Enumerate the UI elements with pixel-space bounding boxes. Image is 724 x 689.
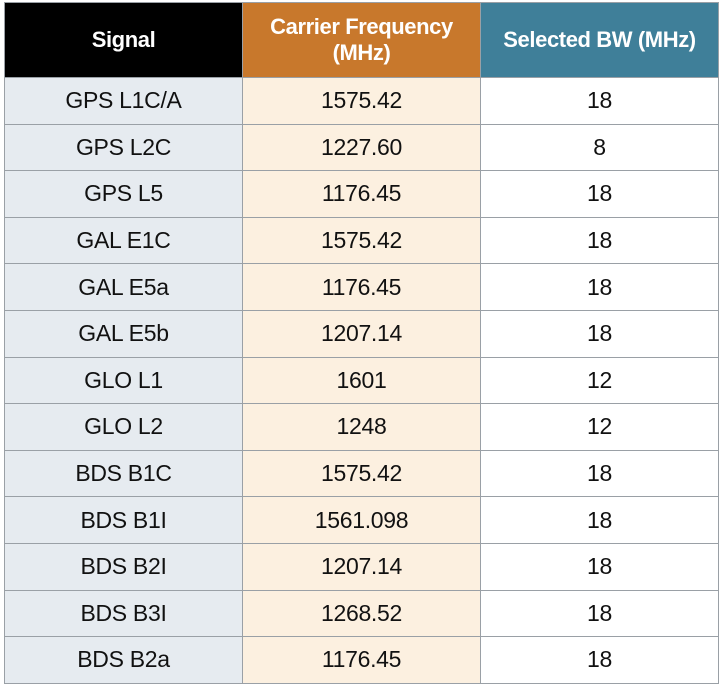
column-header: Signal <box>4 2 243 78</box>
table-row: GAL E5a 1176.45 18 <box>4 263 719 311</box>
table-cell: 18 <box>480 216 719 265</box>
table-row: BDS B1I 1561.098 18 <box>4 496 719 544</box>
table-cell: BDS B1I <box>4 496 243 544</box>
table-cell: 1575.42 <box>242 77 481 125</box>
table-cell: 1268.52 <box>242 589 481 638</box>
table-cell: 18 <box>480 309 719 358</box>
table-cell: GPS L1C/A <box>4 77 243 125</box>
table-cell: 12 <box>480 356 719 405</box>
table-cell: 18 <box>480 589 719 638</box>
table-row: BDS B3I 1268.52 18 <box>4 589 719 638</box>
table-body: GPS L1C/A 1575.42 18 GPS L2C 1227.60 8 GPS L5 1… <box>4 77 719 684</box>
table-cell: BDS B2a <box>4 636 243 684</box>
table-cell: BDS B3I <box>4 589 243 638</box>
table-cell: GLO L2 <box>4 403 243 451</box>
table-row: GPS L1C/A 1575.42 18 <box>4 77 719 125</box>
table-cell: 1248 <box>242 403 481 451</box>
table-cell: 18 <box>480 170 719 218</box>
table-row: GPS L2C 1227.60 8 <box>4 123 719 172</box>
table-cell: GLO L1 <box>4 356 243 405</box>
table-cell: 1575.42 <box>242 449 481 498</box>
header-row: Signal Carrier Frequency (MHz) Selected BW… <box>4 2 719 78</box>
table-row: BDS B1C 1575.42 18 <box>4 449 719 498</box>
table-row: BDS B2I 1207.14 18 <box>4 542 719 591</box>
table-cell: GAL E5a <box>4 263 243 311</box>
table-cell: 18 <box>480 542 719 591</box>
table-cell: 18 <box>480 77 719 125</box>
table-cell: BDS B1C <box>4 449 243 498</box>
table-cell: 12 <box>480 403 719 451</box>
table-row: GPS L5 1176.45 18 <box>4 170 719 218</box>
column-header: Selected BW (MHz) <box>480 2 719 78</box>
table-cell: 1207.14 <box>242 309 481 358</box>
table-cell: 1207.14 <box>242 542 481 591</box>
table-cell: 18 <box>480 449 719 498</box>
table-cell: 18 <box>480 636 719 684</box>
table-cell: GPS L5 <box>4 170 243 218</box>
table-container: Signal Carrier Frequency (MHz) Selected BW… <box>4 2 719 684</box>
table-cell: 1176.45 <box>242 263 481 311</box>
table-row: GLO L2 1248 12 <box>4 403 719 451</box>
table-cell: BDS B2I <box>4 542 243 591</box>
table-row: GAL E1C 1575.42 18 <box>4 216 719 265</box>
table-cell: 18 <box>480 496 719 544</box>
table-cell: 18 <box>480 263 719 311</box>
table-row: BDS B2a 1176.45 18 <box>4 636 719 684</box>
table-cell: 1176.45 <box>242 636 481 684</box>
table-cell: GPS L2C <box>4 123 243 172</box>
table-cell: 1601 <box>242 356 481 405</box>
signal-table: Signal Carrier Frequency (MHz) Selected BW… <box>4 2 719 684</box>
column-header: Carrier Frequency (MHz) <box>242 2 481 78</box>
table-cell: 1227.60 <box>242 123 481 172</box>
table-cell: GAL E1C <box>4 216 243 265</box>
table-cell: 1176.45 <box>242 170 481 218</box>
table-cell: GAL E5b <box>4 309 243 358</box>
table-row: GAL E5b 1207.14 18 <box>4 309 719 358</box>
table-cell: 8 <box>480 123 719 172</box>
table-cell: 1575.42 <box>242 216 481 265</box>
table-row: GLO L1 1601 12 <box>4 356 719 405</box>
table-cell: 1561.098 <box>242 496 481 544</box>
